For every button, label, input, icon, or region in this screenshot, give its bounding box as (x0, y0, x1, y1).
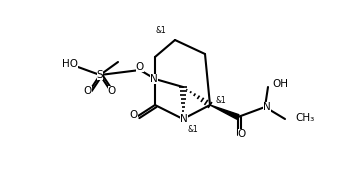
Text: &1: &1 (215, 96, 226, 105)
Text: S: S (97, 70, 103, 80)
Text: O: O (84, 86, 92, 96)
Polygon shape (210, 105, 239, 119)
Text: CH₃: CH₃ (295, 113, 314, 123)
Text: N: N (263, 102, 271, 112)
Text: OH: OH (272, 79, 288, 89)
Text: &1: &1 (155, 25, 166, 34)
Text: O: O (238, 129, 246, 139)
Text: O: O (130, 110, 138, 120)
Text: O: O (108, 86, 116, 96)
Text: HO: HO (62, 59, 78, 69)
Text: &1: &1 (188, 125, 199, 134)
Text: N: N (150, 74, 158, 84)
Text: N: N (180, 114, 188, 124)
Text: O: O (136, 62, 144, 72)
